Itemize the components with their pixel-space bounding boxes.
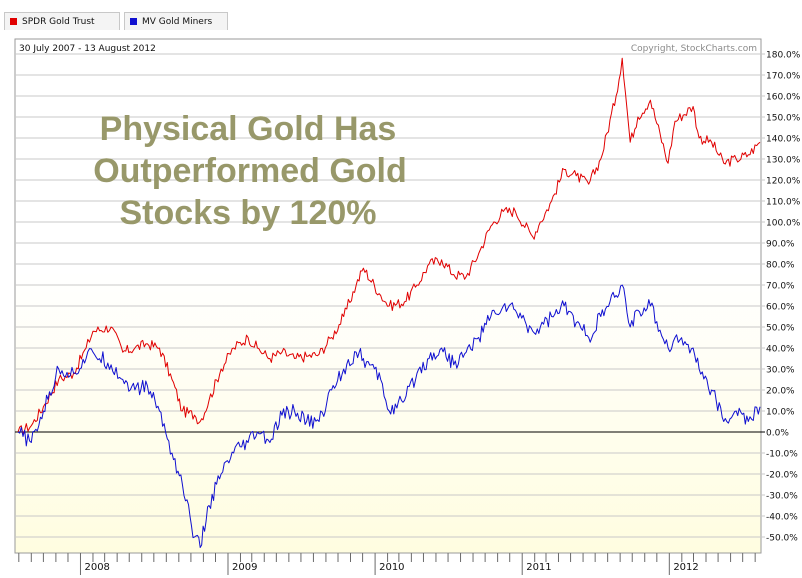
series-layer: [17, 57, 761, 548]
y-tick-label: 0.0%: [766, 429, 789, 439]
x-tick-label: 2010: [379, 562, 404, 573]
annotation-line-3: Stocks by 120%: [119, 194, 376, 232]
y-tick-label: -50.0%: [766, 534, 798, 544]
y-tick-label: 150.0%: [766, 114, 801, 124]
legend-bar: SPDR Gold Trust MV Gold Miners: [0, 0, 802, 36]
legend-item-mv-gold-miners[interactable]: MV Gold Miners: [124, 12, 228, 30]
annotation-line-2: Outperformed Gold: [93, 152, 407, 190]
y-tick-label: 160.0%: [766, 93, 801, 103]
series-line-spdr-gold-trust: [17, 57, 761, 435]
x-tick-label: 2011: [526, 562, 551, 573]
date-range-label: 30 July 2007 - 13 August 2012: [19, 44, 156, 54]
y-tick-label: 110.0%: [766, 198, 801, 208]
x-tick-label: 2009: [232, 562, 257, 573]
legend-swatch-red-icon: [10, 18, 17, 25]
y-tick-label: 70.0%: [766, 282, 795, 292]
x-axis: 2008 2009 2010 2011 2012: [15, 552, 761, 575]
y-tick-label: 80.0%: [766, 261, 795, 271]
y-tick-label: 30.0%: [766, 366, 795, 376]
y-tick-label: -10.0%: [766, 450, 798, 460]
annotation-text: Physical Gold Has Outperformed Gold Stoc…: [93, 110, 407, 232]
x-tick-label: 2012: [673, 562, 698, 573]
y-tick-label: 50.0%: [766, 324, 795, 334]
y-tick-label: 10.0%: [766, 408, 795, 418]
legend-label-gold: SPDR Gold Trust: [22, 16, 95, 27]
grid-lines: [15, 53, 765, 538]
y-tick-label: -40.0%: [766, 513, 798, 523]
y-tick-label: 40.0%: [766, 345, 795, 355]
y-tick-label: 130.0%: [766, 156, 801, 166]
y-tick-label: 120.0%: [766, 177, 801, 187]
y-tick-label: 60.0%: [766, 303, 795, 313]
annotation-line-1: Physical Gold Has: [100, 110, 397, 148]
y-axis: 180.0% 170.0% 160.0% 150.0% 140.0% 130.0% 120.…: [766, 51, 801, 544]
y-tick-label: -30.0%: [766, 492, 798, 502]
legend-label-miners: MV Gold Miners: [142, 16, 213, 27]
legend-item-spdr-gold-trust[interactable]: SPDR Gold Trust: [4, 12, 120, 30]
y-tick-label: 180.0%: [766, 51, 801, 61]
y-tick-label: -20.0%: [766, 471, 798, 481]
y-tick-label: 170.0%: [766, 72, 801, 82]
y-tick-label: 100.0%: [766, 219, 801, 229]
y-tick-label: 140.0%: [766, 135, 801, 145]
x-tick-label: 2008: [84, 562, 109, 573]
y-tick-label: 20.0%: [766, 387, 795, 397]
copyright-label: Copyright, StockCharts.com: [631, 44, 757, 54]
y-tick-label: 90.0%: [766, 240, 795, 250]
legend-swatch-blue-icon: [130, 18, 137, 25]
series-line-mv-gold-miners: [17, 284, 761, 548]
